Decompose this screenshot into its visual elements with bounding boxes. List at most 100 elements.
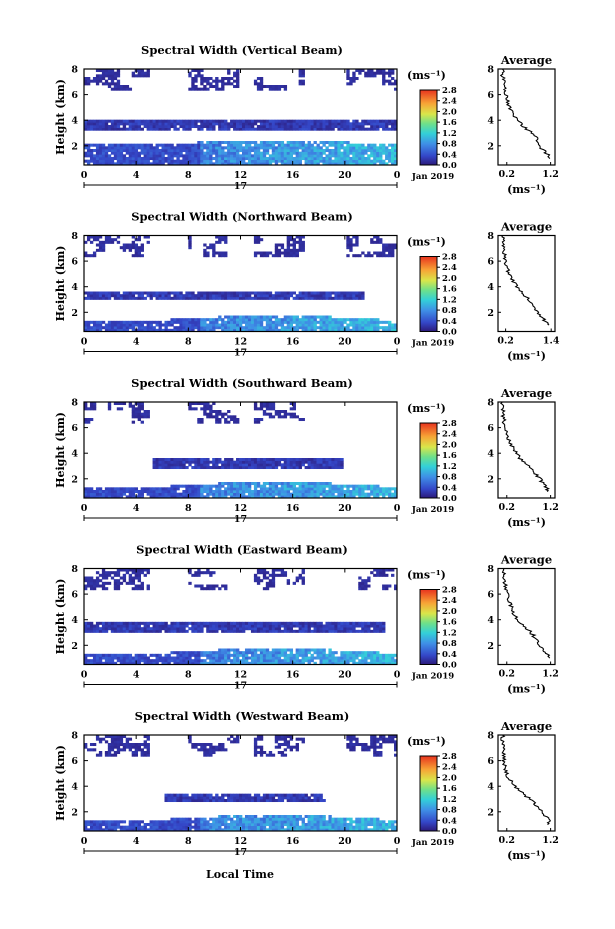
heatmap-cell [322,328,326,332]
heatmap-cell [173,487,177,491]
heatmap-cell [340,484,344,488]
heatmap-cell [84,418,88,422]
heatmap-cell [98,584,103,588]
heatmap-cell [239,119,243,123]
heatmap-cell [95,576,100,580]
heatmap-cell [391,243,395,247]
heatmap-cell [325,315,329,319]
heatmap-cell [382,571,386,575]
heatmap-cell [253,154,258,158]
heatmap-cell [107,745,112,749]
heatmap-cell [185,487,189,491]
heatmap-cell [110,825,115,829]
heatmap-cell [230,661,234,665]
heatmap-cell [104,581,109,585]
heatmap-cell [233,326,237,330]
heatmap-cell [116,659,121,663]
heatmap-cell [376,651,380,655]
heatmap-cell [313,154,317,158]
heatmap-cell [370,69,374,73]
colorbar-tick-label: 1.6 [442,285,457,295]
heatmap-cell [265,149,270,153]
heatmap-cell [244,127,249,131]
heatmap-cell [104,119,109,123]
heatmap-cell [188,659,192,663]
colorbar-tick-label: 2.4 [442,263,457,273]
heatmap-cell [125,296,130,300]
heatmap-cell [256,318,261,322]
heatmap-cell [301,492,305,496]
heatmap-cell [295,122,299,126]
heatmap-cell [316,122,320,126]
heatmap-cell [155,492,159,496]
heatmap-cell [292,495,296,499]
heatmap-cell [152,466,156,470]
heatmap-cell [161,659,165,663]
heatmap-cell [391,248,395,252]
heatmap-cell [241,651,246,655]
heatmap-cell [316,653,320,657]
heatmap-cell [316,621,320,625]
heatmap-cell [259,254,264,258]
heatmap-cell [155,823,159,827]
heatmap-cell [164,653,168,657]
heatmap-cell [295,621,299,625]
heatmap-cell [307,291,311,295]
heatmap-cell [307,318,311,322]
heatmap-cell [188,495,192,499]
heatmap-cell [131,320,136,324]
heatmap-cell [391,146,395,150]
heatmap-cell [271,463,276,467]
heatmap-cell [256,407,261,411]
heatmap-cell [134,621,139,625]
heatmap-cell [200,294,204,298]
heatmap-cell [131,162,136,166]
heatmap-cell [212,651,216,655]
heatmap-cell [149,146,153,150]
heatmap-cell [119,737,124,741]
heatmap-cell [149,659,153,663]
heatmap-cell [149,320,153,324]
heatmap-cell [200,323,204,327]
heatmap-cell [259,460,264,464]
heatmap-cell [104,576,109,580]
heatmap-cell [146,240,150,244]
x-tick-label: 0 [394,337,401,348]
heatmap-cell [206,587,210,591]
heatmap-cell [346,122,350,126]
heatmap-cell [188,484,192,488]
heatmap-cell [227,629,231,633]
heatmap-cell [283,159,288,163]
heatmap-cell [241,151,246,155]
heatmap-cell [236,85,240,89]
heatmap-cell [191,573,195,577]
heatmap-cell [227,484,231,488]
heatmap-cell [236,125,240,129]
heatmap-cell [140,571,144,575]
heatmap-cell [179,318,183,322]
heatmap-cell [271,146,276,150]
heatmap-cell [304,149,308,153]
heatmap-cell [352,146,356,150]
heatmap-cell [361,251,365,255]
heatmap-cell [388,248,392,252]
heatmap-cell [188,823,192,827]
heatmap-cell [158,119,162,123]
heatmap-cell [262,151,267,155]
heatmap-cell [86,621,91,625]
heatmap-cell [209,296,213,300]
heatmap-cell [286,458,291,462]
heatmap-cell [167,323,171,327]
heatmap-cell [212,587,216,591]
heatmap-cell [289,162,294,166]
heatmap-cell [358,624,362,628]
heatmap-cell [170,624,174,628]
heatmap-cell [358,296,362,300]
heatmap-cell [271,157,276,161]
heatmap-cell [113,323,118,327]
heatmap-cell [286,294,291,298]
heatmap-cell [301,69,305,73]
heatmap-cell [286,146,291,150]
heatmap-cell [271,656,276,660]
heatmap-cell [224,466,228,470]
